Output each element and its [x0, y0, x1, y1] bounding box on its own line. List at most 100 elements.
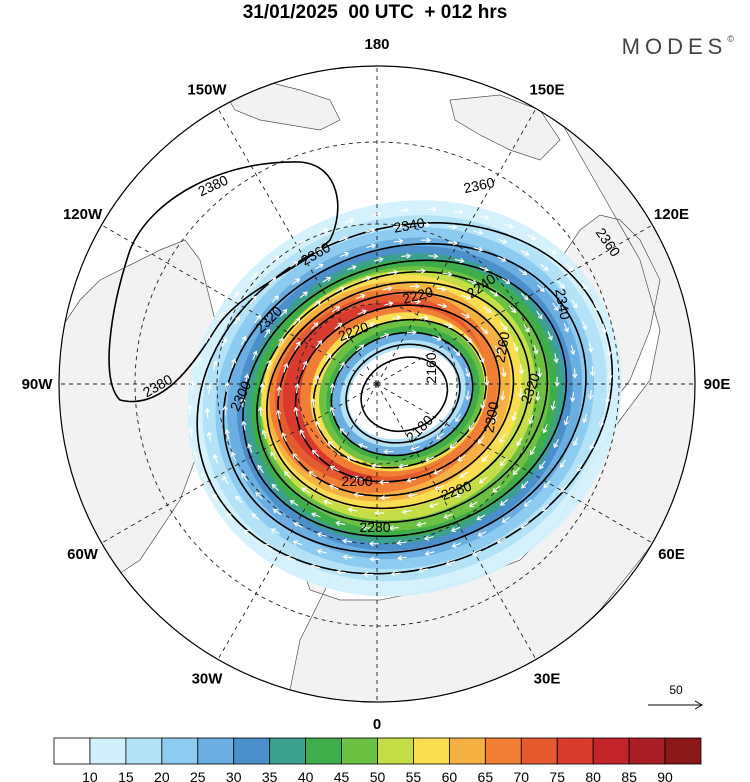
- wind-vector: [277, 337, 284, 347]
- wind-vector: [606, 346, 612, 357]
- wind-vector: [523, 499, 532, 507]
- wind-vector: [374, 510, 385, 516]
- wind-vector: [316, 548, 327, 555]
- wind-vector: [261, 429, 267, 440]
- wind-vector: [292, 453, 300, 462]
- wind-vector: [221, 337, 228, 348]
- wind-vector: [357, 309, 367, 315]
- wind-vector: [499, 499, 509, 506]
- wind-vector: [593, 301, 599, 312]
- wind-vector: [428, 502, 439, 509]
- colorbar-tick-label: 65: [478, 769, 494, 782]
- wind-vector: [542, 423, 548, 434]
- wind-vector: [457, 454, 466, 462]
- wind-vector: [257, 406, 264, 417]
- colorbar-swatch: [125, 737, 163, 765]
- wind-vector: [565, 263, 574, 272]
- wind-vector: [560, 459, 567, 469]
- wind-vector: [365, 322, 375, 328]
- contour-label: 2260: [491, 330, 512, 364]
- wind-vector: [467, 279, 477, 285]
- wind-vector: [477, 435, 485, 445]
- wind-vector: [272, 508, 282, 516]
- contour-2340: [222, 242, 587, 554]
- wind-vector: [401, 253, 412, 259]
- wind-vector: [543, 480, 551, 489]
- wind-vector: [235, 495, 243, 504]
- meridian-line: [217, 383, 378, 660]
- wind-vector: [428, 253, 439, 259]
- wind-vector: [308, 471, 317, 478]
- wind-vector: [315, 339, 323, 349]
- wind-vector: [310, 563, 321, 570]
- wind-vector: [217, 312, 224, 321]
- wind-vector: [329, 406, 335, 417]
- wind-vector: [212, 493, 219, 503]
- longitude-label: 120W: [63, 206, 103, 223]
- wind-vector: [206, 384, 213, 395]
- land-eurasia: [289, 119, 695, 702]
- wind-vector: [451, 542, 462, 548]
- wind-vector: [313, 247, 323, 253]
- wind-vector: [418, 567, 429, 573]
- wind-vector: [537, 284, 545, 292]
- wind-vector: [365, 228, 376, 234]
- wind-vector: [560, 484, 568, 493]
- colorbar-tick-label: 50: [370, 769, 386, 782]
- wind-vector: [241, 335, 247, 346]
- longitude-label: 180: [364, 36, 389, 53]
- wind-vector: [379, 333, 390, 339]
- wind-vector: [249, 295, 257, 304]
- wind-vector: [263, 544, 273, 550]
- wind-vector: [478, 354, 485, 364]
- wind-vector: [188, 427, 194, 438]
- wind-vector: [271, 295, 280, 303]
- wind-scale-label: 50: [669, 683, 683, 697]
- wind-vector: [418, 315, 429, 321]
- wind-vector: [283, 471, 292, 479]
- wind-vector: [445, 560, 456, 566]
- wind-vector: [520, 249, 530, 256]
- wind-vector: [465, 367, 471, 378]
- meridian-line: [376, 383, 537, 660]
- contour-label: 2280: [359, 519, 390, 535]
- wind-vector: [361, 525, 372, 531]
- wind-vector: [291, 278, 301, 285]
- wind-vector: [264, 328, 270, 338]
- wind-vector: [299, 291, 308, 299]
- wind-vector: [315, 420, 322, 430]
- meridian-line: [101, 383, 378, 544]
- wind-vector: [478, 476, 488, 484]
- wind-vector: [233, 315, 240, 325]
- wind-vector: [378, 479, 389, 486]
- wind-vector: [550, 400, 556, 411]
- colorbar-swatch: [556, 737, 594, 765]
- wind-vector: [293, 522, 303, 528]
- colorbar-swatch: [161, 737, 199, 765]
- wind-vector: [399, 207, 410, 213]
- wind-vector: [464, 335, 473, 343]
- wind-vector: [411, 298, 422, 305]
- wind-vector: [371, 211, 382, 217]
- colorbar-tick-label: 70: [513, 769, 529, 782]
- wind-vector: [520, 481, 529, 489]
- brand-logo: MODES©: [622, 34, 734, 60]
- wind-vector: [371, 463, 382, 469]
- wind-vector: [434, 484, 444, 491]
- wind-vector: [587, 342, 594, 353]
- wind-vector: [563, 415, 569, 426]
- wind-vector: [311, 449, 320, 458]
- contour-label: 2340: [392, 214, 426, 235]
- land-east-siberia: [449, 94, 561, 161]
- wind-vector: [338, 236, 349, 242]
- wind-vector: [270, 451, 277, 461]
- colorbar-swatch: [89, 737, 127, 765]
- contour-2240: [294, 304, 501, 483]
- wind-vector: [571, 299, 578, 309]
- wind-vector: [382, 286, 393, 292]
- wind-vector: [266, 359, 272, 370]
- wind-vector: [443, 322, 454, 329]
- wind-vector: [270, 528, 280, 535]
- wind-vector: [435, 432, 444, 440]
